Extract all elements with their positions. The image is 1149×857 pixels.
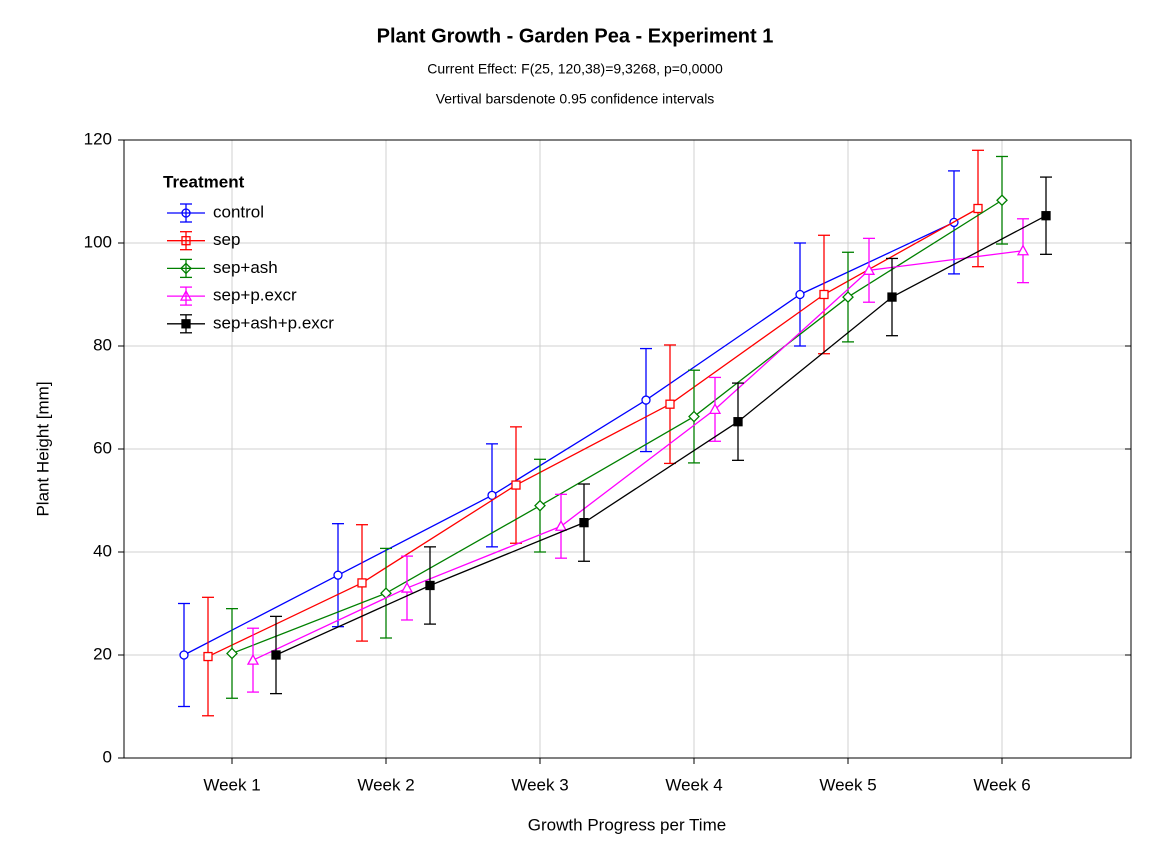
marker [996, 194, 1008, 207]
y-tick-label: 80 [93, 335, 112, 354]
marker [795, 289, 805, 300]
marker [511, 480, 521, 490]
marker [425, 580, 435, 591]
series-line [252, 250, 1024, 661]
x-tick-label: Week 4 [665, 775, 722, 794]
marker [203, 651, 213, 662]
marker [181, 319, 191, 329]
x-axis-label: Growth Progress per Time [528, 815, 726, 834]
chart-subtitle: Current Effect: F(25, 120,38)=9,3268, p=… [427, 61, 723, 77]
series-line [207, 207, 979, 658]
y-tick-label: 40 [93, 541, 112, 560]
marker [400, 581, 414, 593]
marker [688, 410, 700, 423]
marker [333, 570, 343, 580]
marker [271, 650, 281, 660]
series-line [183, 221, 955, 656]
marker [733, 417, 743, 427]
y-tick-label: 120 [84, 129, 112, 148]
legend-label: sep+ash [213, 258, 278, 277]
legend-label: sep [213, 230, 240, 249]
legend: Treatment control sep sep+ash sep+p.excr sep+… [163, 172, 334, 334]
y-tick-label: 100 [84, 232, 112, 251]
marker [887, 292, 897, 302]
marker [179, 289, 193, 301]
marker [534, 499, 546, 512]
legend-label: sep+p.excr [213, 286, 297, 305]
legend-label: control [213, 202, 264, 221]
series-line [231, 199, 1003, 655]
marker [357, 578, 367, 588]
marker [1041, 211, 1051, 221]
x-tick-label: Week 5 [819, 775, 876, 794]
marker [1016, 244, 1030, 256]
marker [862, 263, 876, 275]
y-axis-label: Plant Height [mm] [33, 381, 52, 516]
x-tick-label: Week 1 [203, 775, 260, 794]
legend-title: Treatment [163, 172, 245, 191]
marker [226, 647, 238, 660]
marker [973, 203, 983, 214]
marker [641, 395, 651, 405]
y-tick-label: 0 [103, 747, 112, 766]
x-tick-label: Week 6 [973, 775, 1030, 794]
marker [554, 519, 568, 531]
marker [842, 291, 854, 303]
marker [665, 399, 675, 409]
chart-subtitle: Vertival barsdenote 0.95 confidence inte… [436, 91, 715, 107]
marker [181, 208, 191, 218]
x-tick-label: Week 3 [511, 775, 568, 794]
y-tick-label: 60 [93, 438, 112, 457]
plot-frame [123, 139, 1132, 759]
marker [487, 490, 497, 501]
chart-title: Plant Growth - Garden Pea - Experiment 1 [377, 25, 774, 47]
y-tick-label: 20 [93, 644, 112, 663]
marker [246, 653, 260, 665]
marker [181, 236, 191, 246]
marker [708, 403, 722, 414]
marker [180, 262, 192, 275]
x-tick-label: Week 2 [357, 775, 414, 794]
marker [819, 289, 829, 300]
legend-label: sep+ash+p.excr [213, 313, 334, 332]
marker [579, 517, 589, 528]
marker [179, 650, 189, 660]
series-line [275, 215, 1047, 656]
